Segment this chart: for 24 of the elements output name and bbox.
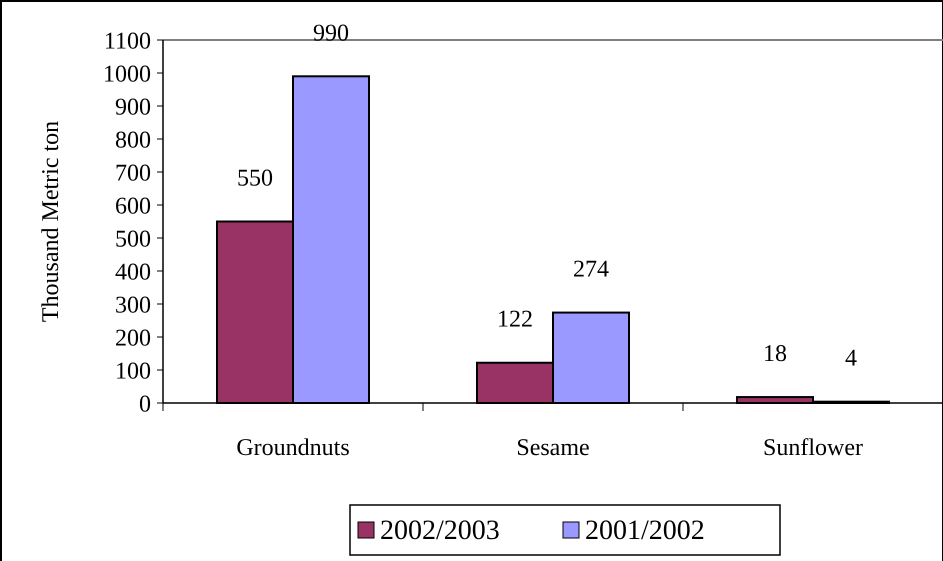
x-tick-label: Sesame <box>516 435 590 461</box>
x-tick-label: Sunflower <box>763 435 863 461</box>
y-tick-label: 0 <box>139 391 151 418</box>
legend-label: 2002/2003 <box>380 515 500 546</box>
y-tick-label: 1000 <box>103 61 151 88</box>
y-axis-title: Thousand Metric ton <box>38 120 64 322</box>
y-tick-label: 700 <box>115 160 151 186</box>
x-tick-label: Groundnuts <box>236 435 350 461</box>
y-tick-label: 300 <box>115 292 151 318</box>
data-label: 122 <box>497 306 533 333</box>
y-tick-label: 500 <box>115 226 151 252</box>
data-label: 18 <box>763 341 787 368</box>
y-tick-label: 400 <box>115 259 151 286</box>
data-label: 990 <box>313 20 349 46</box>
y-tick-label: 600 <box>115 193 151 220</box>
y-tick-label: 900 <box>115 94 151 120</box>
y-tick-label: 200 <box>115 325 151 352</box>
y-tick-label: 800 <box>115 127 151 154</box>
data-label: 4 <box>845 346 857 372</box>
data-label: 274 <box>573 256 609 283</box>
y-tick-label: 1100 <box>104 28 151 54</box>
y-tick-label: 100 <box>115 358 151 384</box>
data-label: 550 <box>237 166 273 192</box>
legend-label: 2001/2002 <box>585 515 705 546</box>
